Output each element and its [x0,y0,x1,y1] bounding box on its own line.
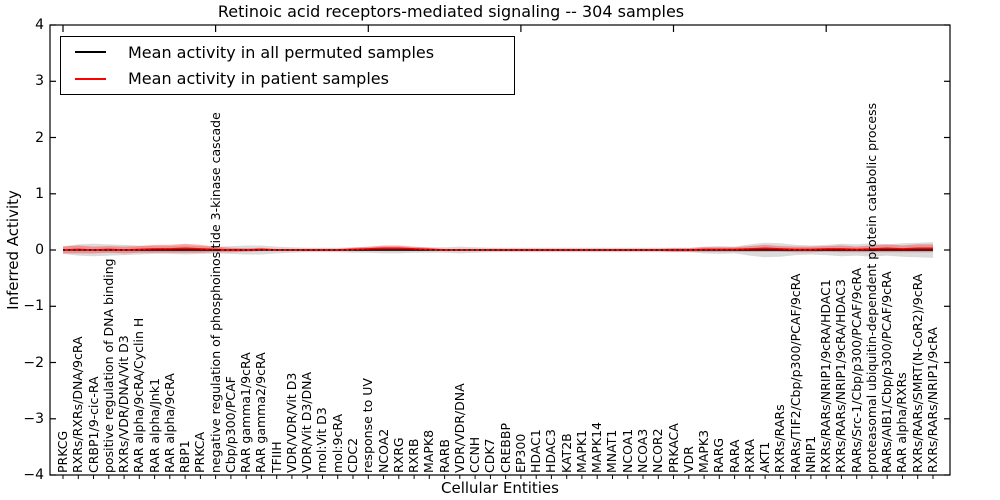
y-tick-label: −2 [23,354,44,371]
x-tick-label: RAR gamma2/9cRA [253,352,269,473]
x-tick-label: VDR [680,446,696,473]
x-tick-label: RXRB [406,438,422,473]
x-tick-label: RAR gamma1/9cRA [238,352,254,473]
x-tick-label: RXRs/RARs/NRIP1/9cRA/HDAC1 [818,279,834,473]
legend-line-swatch-black [75,51,106,54]
y-tick-label: 1 [35,185,44,202]
x-tick-label: NCOR2 [650,428,666,473]
x-tick-label: response to UV [360,378,376,473]
y-tick-label: −3 [23,410,44,427]
x-tick-label: RARs/TIF2/Cbp/p300/PCAF/9cRA [787,273,803,473]
legend-line-swatch-red [75,77,106,80]
x-tick-label: CCNH [467,436,483,473]
x-tick-label: KAT2B [558,433,574,473]
x-tick-label: RXRs/RARs/SMRT(N-CoR2)/9cRA [909,273,925,473]
x-tick-label: MAPK14 [589,422,605,473]
x-tick-label: MAPK3 [696,429,712,473]
y-tick-label: −4 [23,467,44,483]
x-tick-label: VDR/VDR/Vit D3 [283,372,299,473]
x-tick-label: RAR alpha/9cRA/Cyclin H [131,317,147,473]
band-patient [63,243,933,254]
y-tick-label: −1 [23,298,44,315]
x-tick-label: MAPK8 [421,429,437,473]
x-tick-label: negative regulation of phosphoinositide … [207,112,223,473]
x-tick-label: RAR alpha/RXRs [894,372,910,473]
legend-item-patient: Mean activity in patient samples [61,69,514,88]
x-tick-label: mol:9cRA [329,413,345,473]
x-tick-label: RARA [726,439,742,473]
x-tick-label: RXRs/VDR/DNA/Vit D3 [116,335,132,473]
x-tick-label: RAR alpha/Jnk1 [146,377,162,473]
x-tick-label: mol:Vit D3 [314,407,330,473]
legend-label-permuted: Mean activity in all permuted samples [128,42,435,62]
x-tick-label: RXRA [741,439,757,473]
x-tick-label: AKT1 [757,441,773,473]
x-tick-label: proteasomal ubiquitin-dependent protein … [863,102,879,473]
x-tick-label: MAPK1 [573,429,589,473]
x-tick-label: positive regulation of DNA binding [100,258,116,473]
line-mean-patient [62,247,933,251]
x-tick-label: RARs/AIB1/Cbp/p300/PCAF/9cRA [879,271,895,473]
x-tick-label: RARG [711,437,727,473]
legend-label-patient: Mean activity in patient samples [128,69,389,89]
x-tick-label: PRKCA [192,431,208,473]
legend-item-permuted: Mean activity in all permuted samples [61,43,514,62]
x-tick-label: VDR/VDR/DNA [451,383,467,473]
y-tick-label: 2 [35,129,44,146]
x-tick-label: RXRs/RARs [772,404,788,473]
x-tick-label: CDK7 [482,438,498,473]
y-tick-label: 4 [35,17,44,33]
chart-title: Retinoic acid receptors-mediated signali… [217,2,685,21]
x-tick-label: CDC2 [345,437,360,473]
x-tick-label: MNAT1 [604,429,620,473]
x-tick-label: RBP1 [177,440,193,473]
x-tick-label: RXRs/RXRs/DNA/9cRA [70,336,86,473]
x-tick-label: VDR/Vit D3/DNA [299,371,315,473]
x-tick-label: PRKCG [55,430,70,473]
x-tick-label: RXRs/RARs/NRIP1/9cRA/HDAC3 [833,279,849,473]
x-tick-label: NCOA2 [375,428,391,473]
x-tick-label: RARB [436,439,452,473]
x-tick-label: HDAC1 [528,429,544,473]
y-tick-label: 0 [35,242,44,258]
x-tick-label: RXRG [390,437,406,473]
x-tick-label: Cbp/p300/PCAF [222,376,238,473]
x-tick-label: PRKACA [665,423,681,473]
x-tick-label: TFIIH [268,441,284,473]
x-tick-label: RARs/Src-1/Cbp/p300/PCAF/9cRA [848,267,864,473]
legend: Mean activity in all permuted samples Me… [60,36,515,95]
x-tick-label: NCOA1 [619,428,635,473]
x-tick-label: CREBBP [497,423,513,473]
x-tick-label: EP300 [512,433,528,473]
x-tick-label: RXRs/RARs/NRIP1/9cRA [925,327,940,473]
x-tick-label: NRIP1 [802,435,818,473]
x-tick-label: RAR alpha/9cRA [161,373,177,473]
y-tick-label: 3 [35,73,44,90]
x-tick-label: NCOA3 [635,428,650,473]
x-tick-label: CRBP1/9-cic-RA [85,376,101,473]
x-axis-label: Cellular Entities [441,479,559,497]
x-tick-label: HDAC3 [543,429,559,473]
